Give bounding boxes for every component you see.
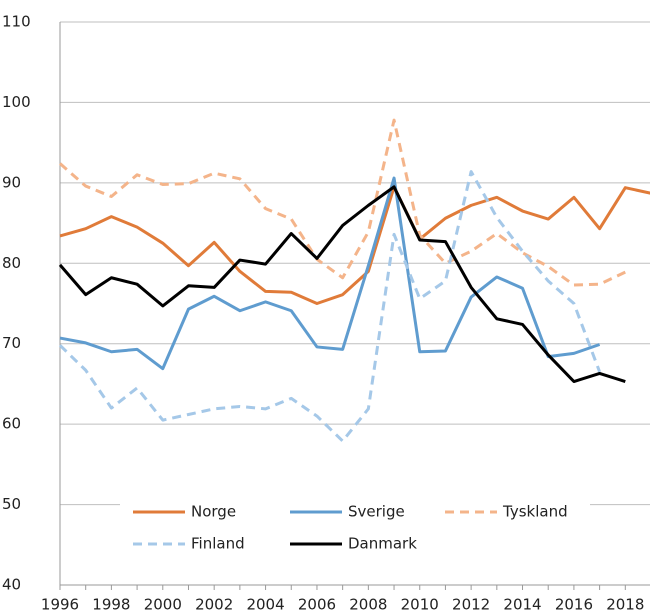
- y-tick-label: 70: [2, 334, 21, 352]
- legend-box: [120, 494, 590, 560]
- y-tick-label: 80: [2, 254, 21, 272]
- x-tick-label: 2002: [195, 596, 233, 614]
- x-tick-label: 2016: [555, 596, 593, 614]
- x-tick-label: 2004: [246, 596, 284, 614]
- x-tick-label: 2008: [349, 596, 387, 614]
- series-line: [59, 176, 601, 371]
- x-tick-label: 1996: [41, 596, 79, 614]
- y-tick-label: 50: [2, 495, 21, 513]
- x-tick-label: 2014: [503, 596, 541, 614]
- x-tick-label: 2006: [298, 596, 336, 614]
- legend-label: Tyskland: [502, 503, 568, 521]
- series-line: [59, 185, 650, 305]
- y-tick-label: 110: [2, 13, 31, 31]
- legend-label: Norge: [191, 503, 236, 521]
- x-tick-label: 2000: [144, 596, 182, 614]
- y-tick-label: 90: [2, 173, 21, 191]
- y-tick-label: 60: [2, 415, 21, 433]
- y-tick-label: 40: [2, 576, 21, 594]
- series-line: [59, 118, 626, 287]
- legend-label: Danmark: [348, 535, 417, 553]
- x-tick-label: 1998: [92, 596, 130, 614]
- legend-label: Finland: [191, 535, 245, 553]
- series-line: [58, 185, 626, 384]
- y-tick-label: 100: [2, 93, 31, 111]
- legend-label: Sverige: [348, 503, 405, 521]
- series-line: [58, 170, 602, 443]
- x-tick-label: 2012: [452, 596, 490, 614]
- x-tick-label: 2018: [606, 596, 644, 614]
- x-tick-label: 2010: [401, 596, 439, 614]
